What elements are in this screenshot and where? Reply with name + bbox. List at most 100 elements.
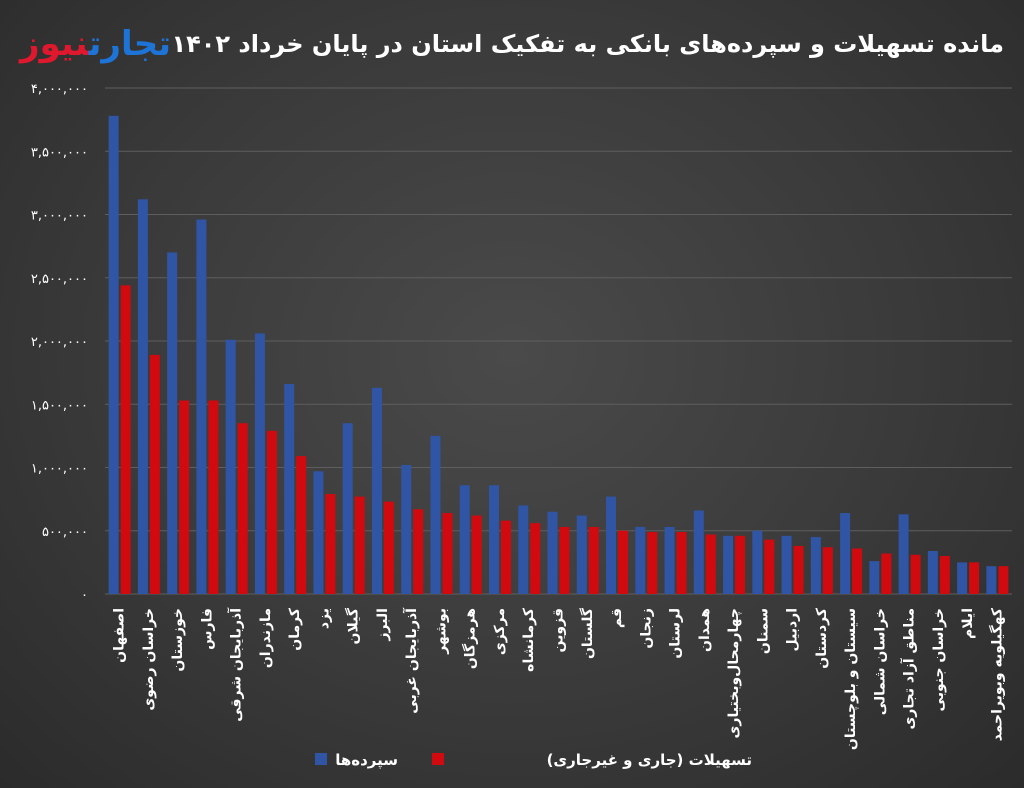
x-tick-label: هرمزگان <box>462 608 479 669</box>
x-tick-label: فارس <box>199 608 215 650</box>
bar-deposits <box>693 510 704 594</box>
bar-loans <box>998 566 1009 594</box>
bar-deposits <box>810 537 821 594</box>
x-tick-label: مناطق آزاد تجاری <box>900 608 918 730</box>
x-tick-label: آذربایجان شرقی <box>227 607 245 722</box>
bar-loans <box>383 501 394 594</box>
x-tick-label: خراسان شمالی <box>872 608 888 715</box>
bar-deposits <box>664 526 675 594</box>
y-tick-label: ۳,۵۰۰,۰۰۰ <box>31 145 88 160</box>
x-tick-label: گلستان <box>579 607 596 659</box>
x-tick-label: سیستان و بلوچستان <box>843 608 859 750</box>
x-tick-label: ایلام <box>960 608 976 639</box>
bar-loans <box>500 520 511 594</box>
y-axis: ۴,۰۰۰,۰۰۰ ۳,۵۰۰,۰۰۰ ۳,۰۰۰,۰۰۰ ۲,۵۰۰,۰۰۰ ۲,۰۰… <box>31 82 88 603</box>
bar-loans <box>910 554 921 594</box>
bar-deposits <box>635 526 646 594</box>
x-tick-label: لرستان <box>668 608 684 659</box>
legend-label: تسهیلات (جاری و غیرجاری) <box>547 751 752 769</box>
bar-loans <box>179 400 190 594</box>
bar-loans <box>413 509 424 594</box>
bar-deposits <box>898 514 909 594</box>
x-tick-label: البرز <box>375 608 391 642</box>
y-tick-label: ۴,۰۰۰,۰۰۰ <box>31 82 88 97</box>
x-tick-label: اردبیل <box>785 608 801 652</box>
bar-loans <box>296 456 307 594</box>
bar-loans <box>120 285 131 594</box>
bar-loans <box>266 430 277 594</box>
bar-loans <box>705 534 716 594</box>
bar-deposits <box>371 387 382 594</box>
bars <box>108 115 1009 594</box>
x-tick-label: سمنان <box>755 608 771 654</box>
y-tick-label: ۱,۵۰۰,۰۰۰ <box>31 398 88 413</box>
bar-loans <box>822 547 833 594</box>
bar-loans <box>208 400 219 594</box>
x-tick-label: زنجان <box>638 608 654 649</box>
y-tick-label: ۵۰۰,۰۰۰ <box>42 525 88 540</box>
legend-label: سپرده‌ها <box>335 751 398 770</box>
x-tick-label: خراسان رضوی <box>141 608 157 711</box>
bar-loans <box>559 526 570 594</box>
bar-loans <box>852 548 863 594</box>
bar-deposits <box>313 471 324 594</box>
x-tick-label: قزوین <box>551 608 567 652</box>
x-tick-label: کرمان <box>287 607 303 651</box>
bar-loans <box>237 423 248 594</box>
brand-logo: تجارتنیوز <box>20 24 172 64</box>
x-tick-label: کهگیلویه وبویراحمد <box>988 607 1005 741</box>
bar-loans <box>471 515 482 594</box>
bar-deposits <box>488 485 499 594</box>
legend: سپرده‌ها تسهیلات (جاری و غیرجاری) <box>315 751 752 770</box>
bar-deposits <box>342 423 353 594</box>
bar-loans <box>149 354 160 594</box>
bar-deposits <box>284 384 295 594</box>
bar-loans <box>530 523 541 594</box>
x-tick-label: کردستان <box>814 607 830 669</box>
bar-loans <box>939 556 950 594</box>
chart-title: مانده تسهیلات و سپرده‌های بانکی به تفکیک… <box>171 30 1004 58</box>
bar-deposits <box>225 339 236 594</box>
bar-deposits <box>576 515 587 594</box>
bar-deposits <box>869 561 880 594</box>
bar-loans <box>325 494 336 594</box>
x-tick-label: کرمانشاه <box>521 607 537 672</box>
x-tick-label: مازندران <box>258 608 274 668</box>
bar-loans <box>793 545 804 594</box>
bar-deposits <box>430 435 441 594</box>
x-tick-label: یزد <box>316 608 332 629</box>
bar-deposits <box>254 333 265 594</box>
bar-loans <box>764 539 775 594</box>
y-tick-label: ۲,۰۰۰,۰۰۰ <box>31 335 88 350</box>
x-tick-label: خراسان جنوبی <box>931 608 947 711</box>
bar-deposits <box>108 115 119 594</box>
x-tick-label: بوشهر <box>433 608 449 655</box>
bar-loans <box>969 562 980 594</box>
bar-loans <box>676 532 687 594</box>
bar-loans <box>647 532 658 594</box>
title-bar: تجارتنیوز مانده تسهیلات و سپرده‌های بانک… <box>20 18 1004 70</box>
y-tick-label: ۱,۰۰۰,۰۰۰ <box>31 462 88 477</box>
bar-deposits <box>196 219 207 594</box>
x-tick-label: آذربایجان غربی <box>402 607 420 714</box>
x-tick-label: قم <box>609 608 625 628</box>
x-tick-label: چهارمحال‌وبختیاری <box>726 608 742 738</box>
bar-deposits <box>167 252 178 594</box>
y-tick-label: ۰ <box>81 588 88 603</box>
bar-deposits <box>723 535 734 594</box>
bar-loans <box>442 513 453 594</box>
x-tick-label: اصفهان <box>112 608 128 663</box>
x-tick-label: مرکزی <box>492 608 508 655</box>
bar-deposits <box>518 505 529 594</box>
bar-deposits <box>459 485 470 594</box>
bar-deposits <box>781 535 792 594</box>
bar-deposits <box>606 496 617 594</box>
x-tick-label: گیلان <box>345 607 362 644</box>
y-tick-label: ۳,۰۰۰,۰۰۰ <box>31 209 88 224</box>
x-axis: اصفهان خراسان رضوی خوزستان فارس آذربایجان شر… <box>112 607 1006 750</box>
bar-loans <box>618 530 629 594</box>
bar-deposits <box>547 511 558 594</box>
bar-deposits <box>986 566 997 594</box>
bar-loans <box>735 535 746 594</box>
